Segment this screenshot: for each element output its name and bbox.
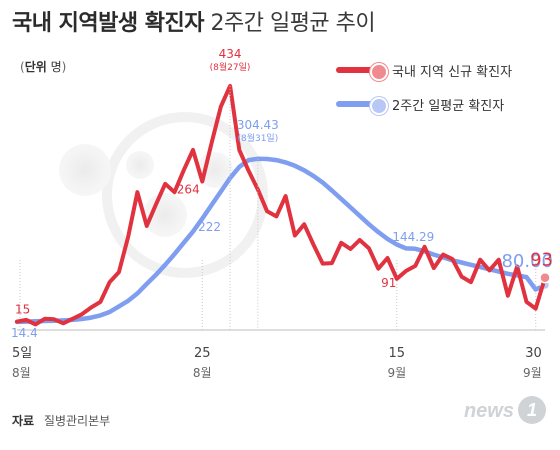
legend-swatch-red — [336, 67, 380, 73]
unit-name: 단위 — [24, 60, 47, 74]
legend-dot-blue — [370, 97, 388, 115]
data-label-date: (8월31일) — [237, 132, 278, 144]
legend-item-two-week-avg: 2주간 일평균 확진자 — [336, 92, 536, 116]
data-label: 80.00 — [501, 251, 553, 272]
x-tick-month: 8월 — [193, 366, 212, 380]
data-label: 93 — [530, 250, 553, 271]
logo-badge: 1 — [518, 396, 546, 424]
unit-label: (단위 명) — [20, 60, 67, 74]
x-tick-month: 9월 — [387, 366, 406, 380]
source-label: 자료 — [12, 414, 35, 428]
x-tick-label: 15 — [389, 346, 406, 361]
title-bold: 국내 지역발생 확진자 — [12, 11, 204, 36]
data-label: 434 — [219, 47, 242, 61]
chart-legend: 국내 지역 신규 확진자 2주간 일평균 확진자 — [336, 58, 536, 126]
x-tick-label: 25 — [194, 346, 211, 361]
series-line-new-cases — [15, 83, 547, 327]
title-light: 2주간 일평균 추이 — [210, 11, 376, 36]
data-label: 304.43 — [237, 118, 279, 132]
data-label: 264 — [177, 183, 200, 197]
data-label-date: (8월27일) — [210, 61, 251, 73]
news1-logo: news 1 — [440, 396, 550, 426]
x-tick-label: 30 — [525, 346, 542, 361]
data-label: 15 — [15, 303, 30, 317]
end-point-new-cases — [539, 271, 551, 284]
data-label: 222 — [198, 220, 221, 234]
x-axis: 5일 8월 25 8월 15 9월 30 9월 — [12, 260, 542, 380]
chart-series — [14, 83, 551, 327]
x-tick-month: 8월 — [12, 366, 31, 380]
legend-label: 국내 지역 신규 확진자 — [392, 65, 513, 80]
x-tick-month: 9월 — [523, 366, 542, 380]
unit-value: 명 — [50, 60, 62, 74]
source-credit: 자료 질병관리본부 — [12, 412, 110, 429]
logo-text: news — [463, 400, 514, 422]
data-label: 91 — [381, 276, 396, 290]
source-value: 질병관리본부 — [43, 414, 111, 428]
legend-item-new-cases: 국내 지역 신규 확진자 — [336, 58, 536, 82]
legend-swatch-blue — [336, 101, 380, 107]
page-title: 국내 지역발생 확진자 2주간 일평균 추이 — [12, 8, 376, 40]
series-line-two-week-avg — [14, 156, 548, 325]
legend-label: 2주간 일평균 확진자 — [392, 99, 505, 114]
data-label: 14.4 — [11, 326, 38, 340]
chart-annotations: 15 14.4 434(8월27일) 264 222 304.43(8월31일) 91 144… — [11, 47, 553, 340]
legend-dot-red — [370, 63, 388, 81]
x-tick-label: 5일 — [12, 346, 32, 361]
data-label: 144.29 — [392, 230, 434, 244]
